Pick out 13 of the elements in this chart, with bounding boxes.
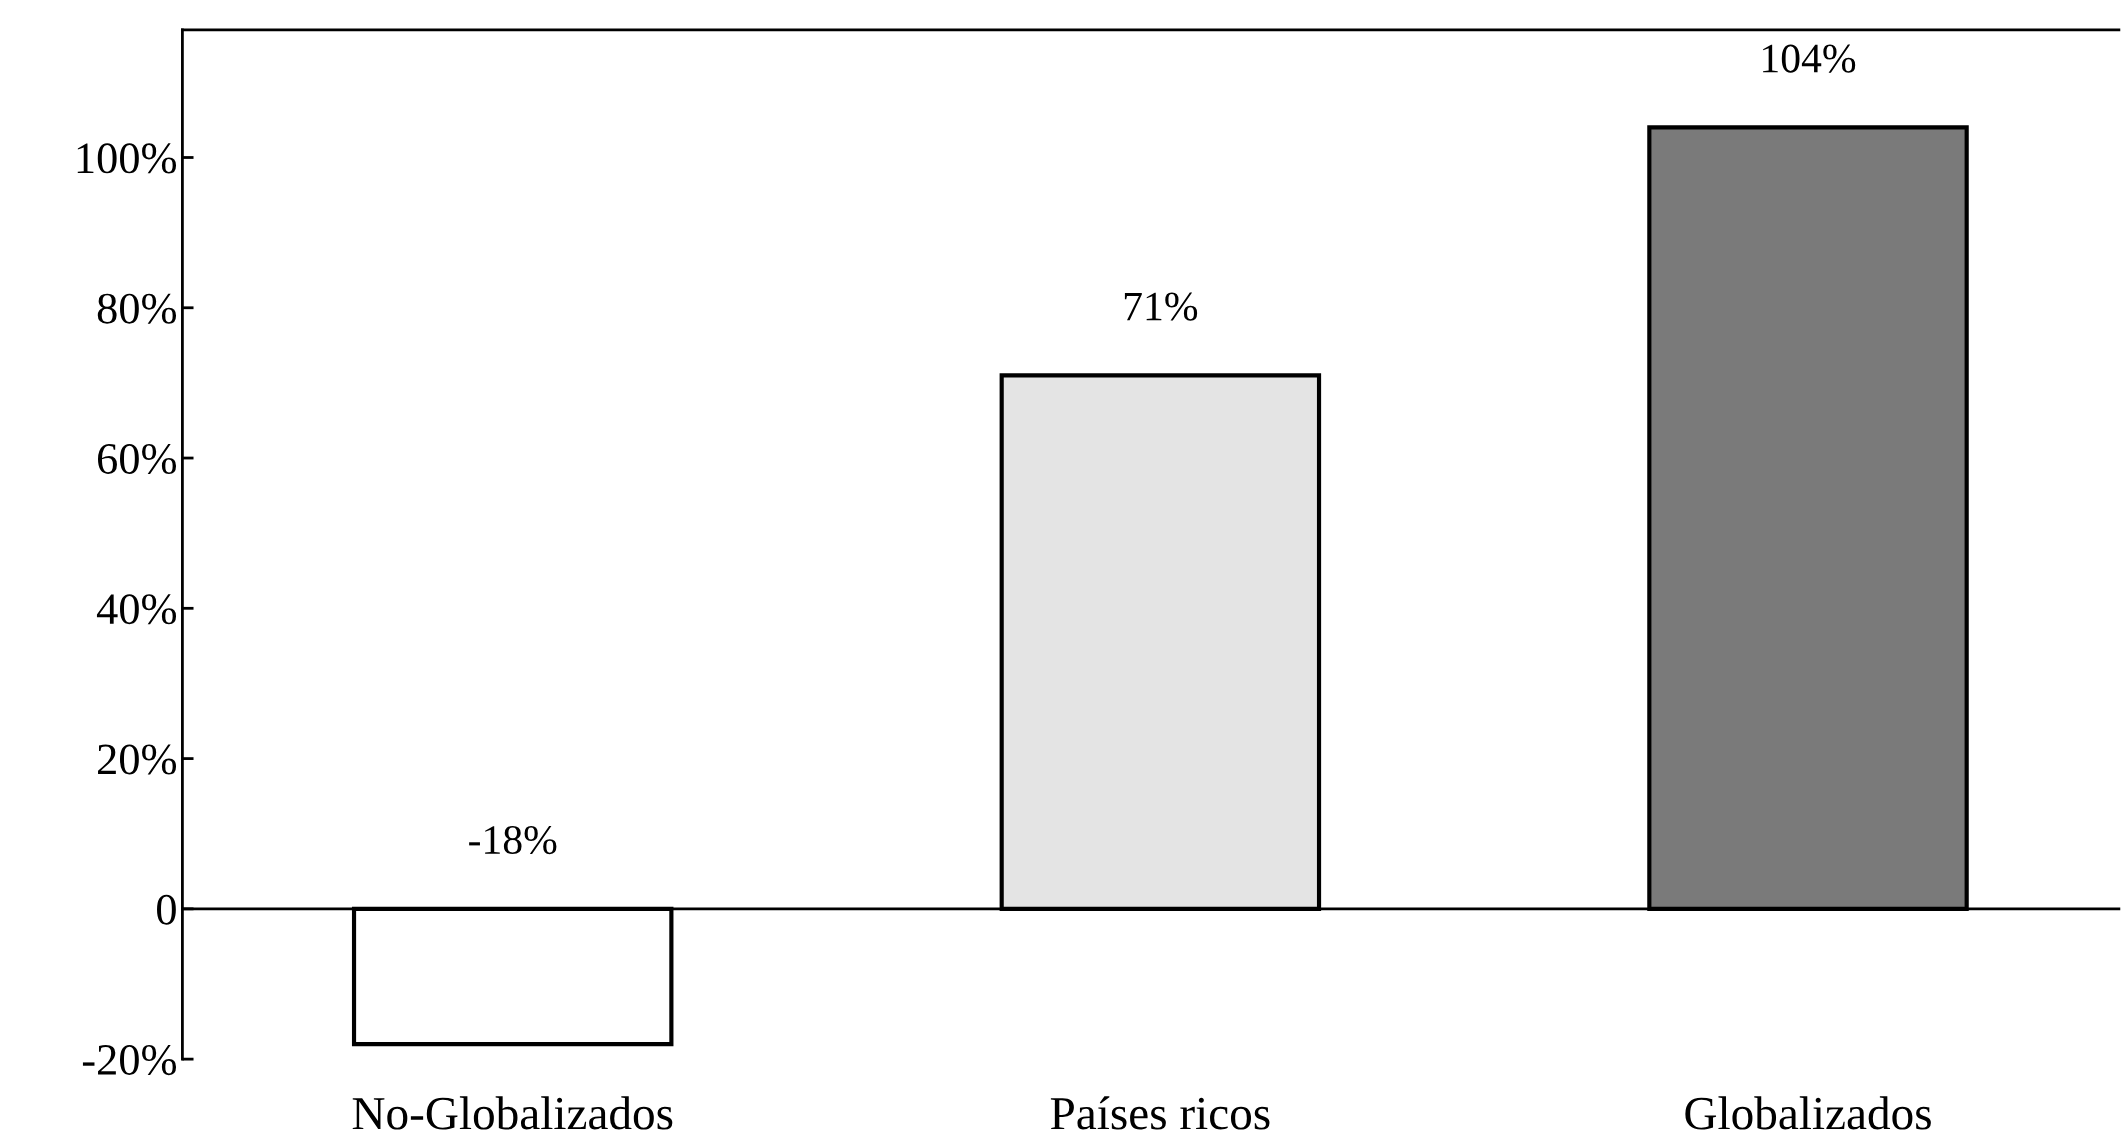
data-label: 104% bbox=[1763, 44, 1856, 73]
data-label: 71% bbox=[1124, 292, 1198, 321]
y-tick-label: 100% bbox=[77, 143, 177, 174]
x-tick-label: No-Globalizados bbox=[352, 1096, 673, 1130]
y-tick-label: 40% bbox=[96, 594, 177, 625]
x-tick-label: Globalizados bbox=[1685, 1096, 1931, 1130]
y-tick-label: 80% bbox=[97, 293, 177, 324]
y-tick-label: 0 bbox=[157, 894, 176, 925]
y-tick-label: 20% bbox=[98, 744, 177, 775]
y-tick-label: 60% bbox=[97, 443, 177, 475]
data-label: -18% bbox=[469, 825, 557, 855]
y-tick-label: -20% bbox=[82, 1044, 177, 1076]
x-tick-label: Países ricos bbox=[1050, 1096, 1270, 1130]
